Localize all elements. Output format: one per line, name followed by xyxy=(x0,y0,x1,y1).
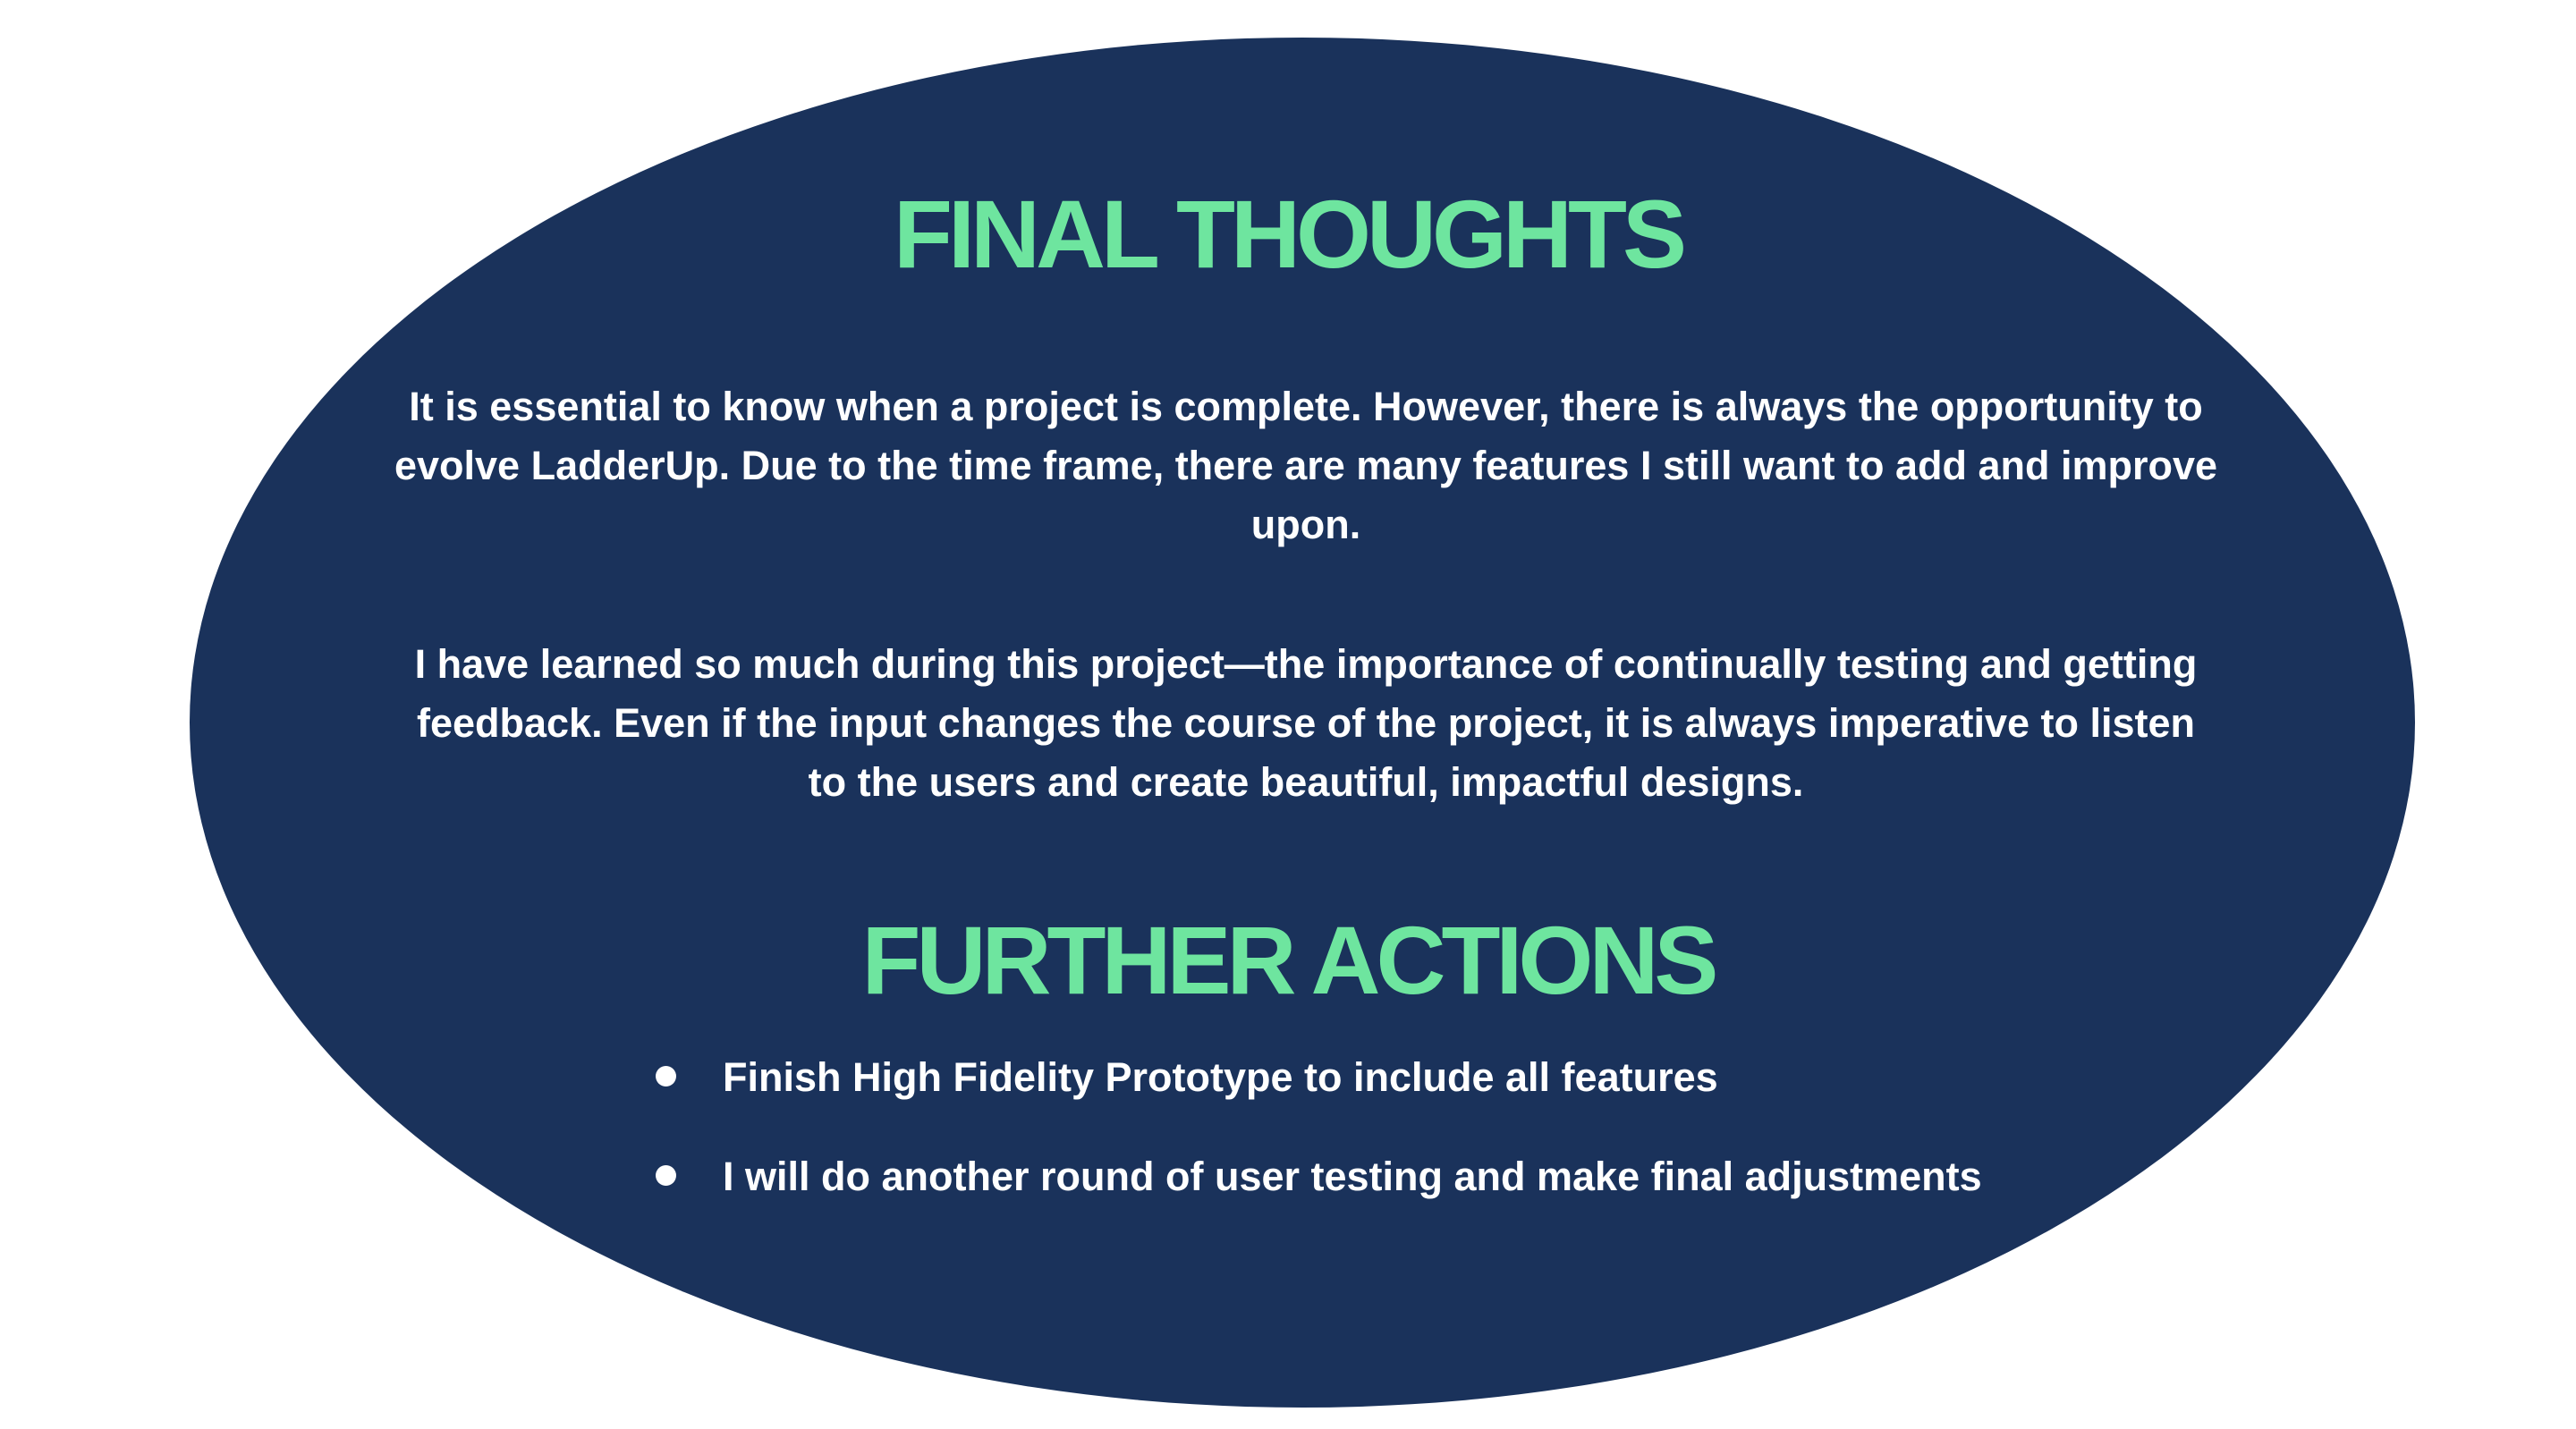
bullet-icon xyxy=(656,1165,676,1186)
further-actions-list: Finish High Fidelity Prototype to includ… xyxy=(653,1048,1982,1247)
final-thoughts-paragraph-2: I have learned so much during this proje… xyxy=(414,641,2198,805)
action-item-text: Finish High Fidelity Prototype to includ… xyxy=(723,1054,1718,1100)
bullet-icon xyxy=(656,1066,676,1087)
final-thoughts-paragraph-1: It is essential to know when a project i… xyxy=(394,384,2218,547)
navy-ellipse-background xyxy=(190,38,2415,1408)
further-actions-heading: FURTHER ACTIONS xyxy=(861,906,1719,1014)
list-item: Finish High Fidelity Prototype to includ… xyxy=(653,1048,1982,1107)
list-item: I will do another round of user testing … xyxy=(653,1147,1982,1206)
final-thoughts-heading: FINAL THOUGHTS xyxy=(894,180,1687,288)
action-item-text: I will do another round of user testing … xyxy=(723,1154,1982,1199)
